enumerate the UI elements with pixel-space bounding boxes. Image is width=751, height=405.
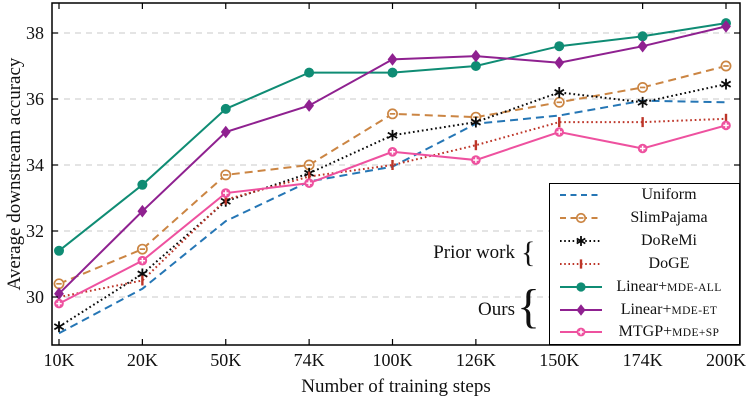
marker-circle [220, 103, 231, 114]
legend-item-uniform: Uniform [550, 184, 739, 206]
marker-circle-minus [136, 243, 148, 255]
legend-label-doge: DoGE [648, 254, 690, 272]
marker-circle-minus [637, 81, 649, 93]
y-tick-label-32: 32 [26, 221, 44, 241]
marker-asterisk [637, 96, 648, 108]
legend-swatch-linear-mde-et [560, 303, 602, 316]
legend-swatch-slimpajama [560, 213, 602, 224]
legend-label-slimpajama: SlimPajama [630, 209, 708, 227]
marker-diamond [470, 49, 481, 63]
legend-label-mtgp-mde-sp: MTGP+MDE+SP [618, 323, 720, 341]
legend-label-linear-mde-all: Linear+MDE-ALL [616, 277, 722, 295]
marker-circle-plus [137, 255, 148, 266]
marker-circle-plus [220, 188, 231, 198]
x-tick-label-126K: 126K [456, 350, 496, 370]
ours-brace: { [517, 280, 541, 333]
x-tick-label-100K: 100K [373, 350, 413, 370]
legend-item-linear-mde-et: Linear+MDE-ET [550, 299, 739, 321]
y-tick-label-30: 30 [26, 287, 44, 307]
marker-circle-minus [53, 278, 65, 290]
legend-swatch-linear-mde-all [560, 282, 602, 292]
x-tick-label-10K: 10K [44, 350, 75, 370]
marker-circle [637, 31, 648, 42]
marker-diamond [220, 125, 231, 139]
legend-swatch-mtgp-mde-sp [560, 328, 602, 337]
marker-asterisk [720, 78, 732, 90]
marker-circle [54, 245, 64, 256]
marker-diamond [637, 39, 648, 53]
marker-diamond [721, 20, 731, 33]
legend-label-uniform: Uniform [641, 186, 697, 204]
marker-diamond [387, 53, 398, 66]
marker-circle-plus [387, 147, 398, 157]
legend-item-doge: DoGE [550, 253, 739, 275]
plot-border [51, 2, 741, 346]
x-tick-label-174K: 174K [623, 350, 663, 370]
marker-circle [137, 179, 148, 190]
marker-circle-plus [637, 143, 648, 154]
x-tick-label-20K: 20K [127, 350, 158, 370]
marker-asterisk [554, 87, 565, 98]
marker-circle-plus [54, 298, 64, 309]
marker-diamond [137, 204, 148, 218]
x-axis-title: Number of training steps [301, 376, 491, 397]
marker-circle-plus [471, 155, 481, 165]
series-line-doremi [58, 83, 727, 328]
legend-swatch-uniform [560, 194, 602, 197]
marker-circle-minus [720, 60, 732, 72]
marker-circle-minus [220, 169, 232, 181]
legend-label-doremi: DoReMi [641, 232, 697, 250]
series-line-doge [58, 117, 727, 298]
marker-asterisk [387, 129, 398, 141]
marker-circle-minus [553, 96, 565, 108]
x-tick-label-74K: 74K [294, 350, 325, 370]
x-tick-label-150K: 150K [539, 350, 579, 370]
marker-diamond [576, 303, 586, 316]
y-tick-label-38: 38 [26, 23, 44, 43]
marker-asterisk [576, 236, 586, 247]
x-tick-label-50K: 50K [210, 350, 241, 370]
legend-item-linear-mde-all: Linear+MDE-ALL [550, 276, 739, 298]
marker-circle-minus [575, 213, 587, 224]
marker-circle [470, 61, 481, 71]
prior-work-brace: { [521, 236, 536, 269]
legend-label-linear-mde-et: Linear+MDE-ET [620, 300, 718, 318]
marker-circle-minus [387, 108, 398, 120]
marker-circle-plus [721, 120, 731, 131]
legend-swatch-doremi [560, 236, 602, 247]
marker-circle-plus [304, 178, 314, 188]
marker-asterisk [53, 321, 65, 333]
x-tick-label-200K: 200K [706, 350, 746, 370]
marker-diamond [304, 99, 315, 112]
legend-swatch-doge [560, 259, 602, 269]
ours-label: Ours [478, 299, 515, 320]
legend-box: Uniform SlimPajama DoReMi DoGE Linear+MD… [549, 183, 740, 345]
legend-item-mtgp-mde-sp: MTGP+MDE+SP [550, 321, 739, 343]
legend-item-doremi: DoReMi [550, 230, 739, 252]
marker-circle [387, 67, 398, 78]
marker-circle [576, 282, 586, 292]
marker-diamond [554, 56, 565, 69]
y-tick-label-34: 34 [26, 155, 44, 175]
y-axis-title: Average downstream accuracy [4, 57, 25, 291]
prior-work-label: Prior work [433, 242, 515, 263]
y-tick-label-36: 36 [26, 89, 44, 109]
marker-circle [304, 67, 315, 78]
marker-circle [554, 41, 565, 52]
marker-asterisk [470, 116, 482, 128]
marker-circle-plus [554, 127, 565, 137]
marker-circle-plus [576, 328, 586, 337]
legend-item-slimpajama: SlimPajama [550, 207, 739, 229]
